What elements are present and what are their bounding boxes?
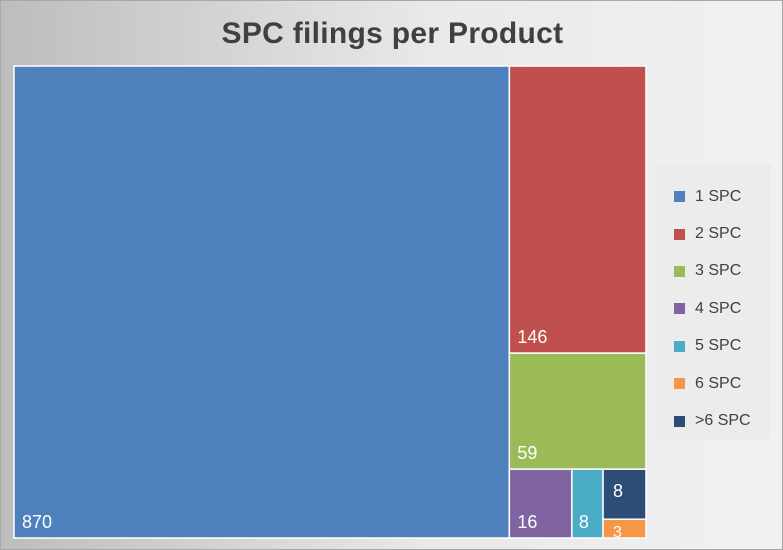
legend-swatch [674, 415, 685, 427]
legend-swatch [674, 340, 685, 352]
chart-title: SPC filings per Product [221, 17, 564, 50]
legend-swatch [674, 265, 685, 277]
treemap-tile-5-spc [571, 468, 604, 539]
treemap-tile-6-spc [602, 518, 647, 539]
legend-swatch [674, 303, 685, 315]
data-label-2-spc: 146 [517, 327, 547, 347]
data-label-1-spc: 870 [22, 512, 52, 532]
data-label-6-spc: 3 [613, 524, 622, 541]
legend-label: 4 SPC [695, 299, 742, 317]
data-label-3-spc: 59 [517, 443, 537, 463]
legend-item-gt6-spc: >6 SPC [656, 402, 771, 439]
legend-label: 3 SPC [695, 262, 742, 280]
legend-item-5-spc: 5 SPC [656, 328, 771, 365]
legend-item-4-spc: 4 SPC [656, 290, 771, 327]
legend-label: 2 SPC [695, 225, 742, 243]
data-label-gt6-spc: 8 [613, 481, 623, 501]
legend-swatch [674, 191, 685, 203]
treemap-tile-4-spc [508, 468, 573, 539]
legend-label: >6 SPC [695, 412, 751, 430]
legend-item-6-spc: 6 SPC [656, 365, 771, 402]
legend-item-2-spc: 2 SPC [656, 215, 771, 252]
treemap-tile-3-spc [508, 352, 647, 470]
legend-label: 6 SPC [695, 374, 742, 392]
treemap-tile-gt6-spc [602, 468, 647, 520]
legend-label: 5 SPC [695, 337, 742, 355]
data-label-4-spc: 16 [517, 512, 537, 532]
data-label-5-spc: 8 [579, 512, 589, 532]
legend-item-1-spc: 1 SPC [656, 178, 771, 215]
legend-label: 1 SPC [695, 187, 742, 205]
legend-swatch [674, 228, 685, 240]
legend-item-3-spc: 3 SPC [656, 253, 771, 290]
treemap-tile-1-spc [13, 65, 511, 539]
legend-swatch [674, 378, 685, 390]
treemap-tile-2-spc [508, 65, 647, 354]
legend: 1 SPC 2 SPC 3 SPC 4 SPC 5 SPC 6 SPC >6 SPC [656, 164, 771, 439]
